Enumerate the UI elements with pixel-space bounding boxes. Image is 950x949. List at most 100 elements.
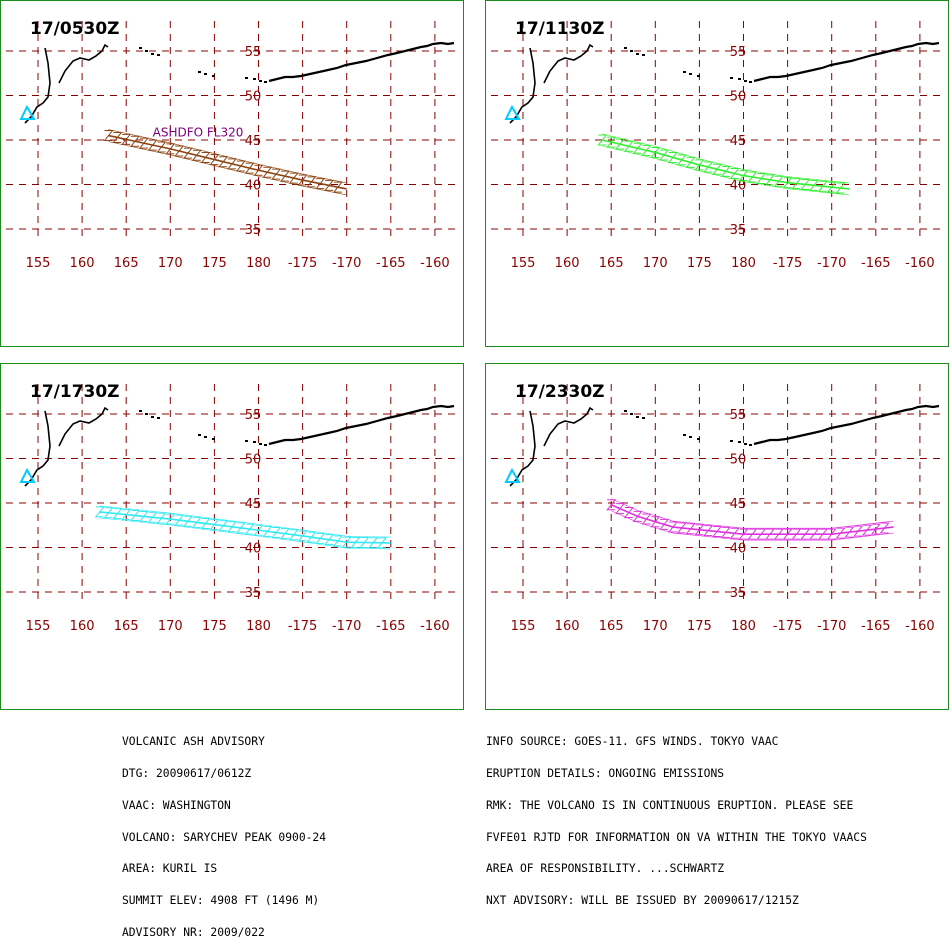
lon-label: 180 (731, 256, 756, 271)
island (642, 417, 645, 419)
ash-hatch (685, 523, 696, 535)
ash-plume-edge (699, 158, 744, 170)
ash-hatch (870, 523, 881, 535)
panel-title: 17/2330Z (515, 382, 605, 402)
ash-hatch (597, 134, 608, 146)
ash-hatch (244, 523, 255, 535)
ash-plume-edge (831, 532, 894, 541)
advisory-line: AREA: KURIL IS (122, 862, 218, 876)
ash-hatch (764, 174, 776, 186)
ash-hatch (288, 529, 299, 541)
lon-label: 175 (202, 256, 227, 271)
ash-plume-centerline (602, 139, 850, 190)
island (212, 75, 215, 77)
ash-hatch (835, 182, 846, 194)
ash-hatch (641, 513, 652, 525)
ash-hatch (694, 159, 705, 171)
ash-plume-edge (170, 524, 241, 535)
ash-hatch (861, 524, 873, 536)
ash-hatch (703, 161, 714, 173)
graticule (491, 21, 944, 239)
ash-plume-edge (672, 520, 744, 529)
ash-hatch (244, 162, 255, 174)
ash-hatch (376, 537, 388, 549)
ash-hatch (368, 537, 379, 549)
ash-hatch (279, 528, 291, 540)
island (253, 441, 256, 443)
advisory-line: DTG: 20090617/0612Z (122, 766, 252, 780)
lat-label: 55 (245, 408, 262, 423)
island (630, 50, 633, 52)
ash-hatch (191, 149, 202, 161)
ash-hatch (271, 526, 282, 538)
lat-label: 40 (245, 542, 262, 557)
ash-hatch (218, 520, 229, 532)
ash-plume (606, 498, 894, 541)
ash-hatch (324, 179, 335, 191)
ash-hatch (156, 512, 167, 524)
ash-plume-edge (743, 169, 788, 178)
lat-label: 35 (245, 223, 262, 238)
advisory-line: FVFE01 RJTD FOR INFORMATION ON VA WITHIN… (486, 830, 867, 844)
ash-hatch (720, 526, 731, 538)
ash-hatch (112, 508, 123, 520)
island (245, 77, 248, 79)
island (157, 54, 160, 56)
island (683, 71, 686, 73)
ash-hatch (623, 140, 634, 152)
ash-plume (94, 505, 391, 550)
island (198, 71, 201, 73)
ash-hatch (667, 521, 678, 533)
ash-hatch (209, 154, 220, 166)
ash-hatch (703, 525, 714, 537)
ash-plume-edge (655, 158, 700, 172)
ash-hatch (614, 138, 626, 150)
island (636, 416, 639, 418)
kamchatka-coastline (509, 43, 594, 124)
ash-hatch (174, 145, 185, 157)
lon-label: 180 (731, 619, 756, 634)
lon-label: 155 (26, 256, 51, 271)
ash-plume-centerline (108, 134, 347, 190)
ash-hatch (306, 176, 317, 188)
ash-hatch (182, 147, 193, 159)
ash-hatch (94, 506, 105, 518)
advisory-line: NXT ADVISORY: WILL BE ISSUED BY 20090617… (486, 894, 799, 908)
lon-label: -170 (817, 619, 847, 634)
ash-hatch (315, 178, 326, 190)
ash-plume-edge (655, 146, 700, 160)
lon-label: -160 (420, 619, 450, 634)
island (697, 438, 700, 440)
lat-label: 50 (245, 453, 262, 468)
lon-label: 165 (599, 256, 624, 271)
ash-hatch (288, 172, 299, 184)
lon-label: 155 (511, 256, 536, 271)
island (145, 413, 148, 415)
ash-plume-edge (108, 129, 171, 144)
ash-hatch (641, 144, 652, 156)
island (697, 75, 700, 77)
ash-hatch (226, 521, 238, 533)
lon-label: -165 (861, 619, 891, 634)
lat-label: 45 (245, 134, 262, 149)
island (744, 80, 747, 82)
ash-hatch (791, 528, 802, 540)
ash-hatch (747, 528, 758, 540)
ash-hatch (253, 524, 264, 536)
panel-title: 17/1730Z (30, 382, 120, 402)
island (642, 54, 645, 56)
map-panel-2: 155 160 165 170 175 180 -175 -170 -165 -160 55 50 45… (485, 0, 949, 347)
lon-label: 155 (511, 619, 536, 634)
island (245, 440, 248, 442)
ash-hatch (676, 154, 687, 166)
ash-hatch (606, 136, 617, 148)
ash-hatch (297, 530, 308, 542)
ash-hatch (720, 165, 731, 177)
volcano-triangle-icon (504, 467, 521, 483)
ash-hatch (711, 163, 723, 175)
ash-hatch (315, 532, 326, 544)
island (204, 73, 207, 75)
ash-plume-edge (346, 547, 391, 550)
ash-plume (103, 129, 347, 196)
advisory-line: ADVISORY NR: 2009/022 (122, 925, 265, 939)
